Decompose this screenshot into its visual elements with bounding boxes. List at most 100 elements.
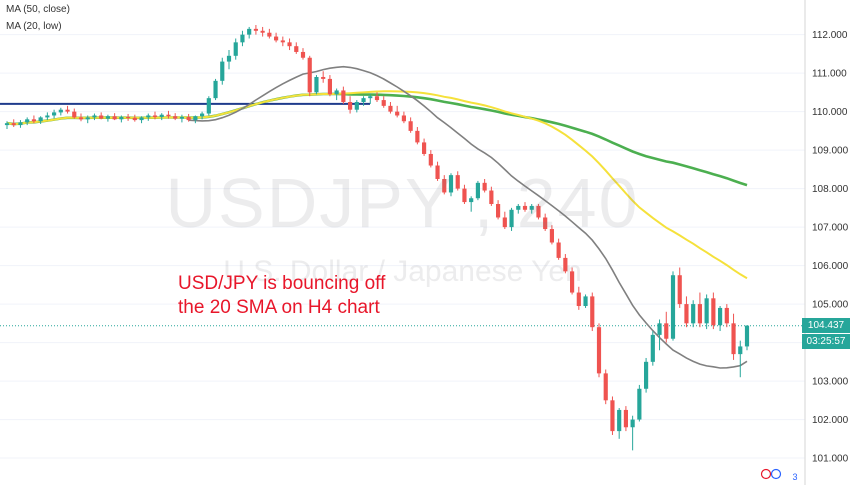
candle-body: [146, 115, 151, 118]
annotation-line-2: the 20 SMA on H4 chart: [178, 297, 380, 318]
candle-body: [529, 205, 534, 210]
candle-body: [112, 116, 117, 120]
candle-body: [173, 116, 178, 119]
candle-body: [4, 123, 10, 126]
candle-body: [314, 76, 319, 93]
annotation-line-1: USD/JPY is bouncing off: [178, 273, 386, 294]
candle-body: [576, 292, 581, 307]
candle-body: [186, 117, 191, 121]
y-tick-label: 107.000: [812, 223, 849, 234]
candle-body: [543, 217, 548, 230]
candle-body: [718, 307, 723, 326]
candle-body: [274, 36, 279, 41]
candle-body: [697, 304, 702, 324]
ma20-series-line: [188, 65, 748, 369]
candle-body: [549, 229, 554, 243]
candle-body: [260, 30, 265, 33]
candle-body: [374, 96, 380, 101]
logo-count: 3: [792, 472, 798, 482]
candle-body: [670, 275, 676, 339]
candle-body: [294, 46, 299, 52]
candle-countdown-badge: 03:25:57: [802, 333, 850, 349]
candle-body: [206, 98, 211, 114]
candle-body: [132, 117, 137, 121]
candle-body: [509, 209, 514, 228]
y-tick-label: 109.000: [812, 146, 849, 157]
candle-body: [603, 373, 608, 401]
candle-body: [200, 113, 205, 117]
candle-body: [731, 323, 736, 355]
candle-body: [637, 388, 642, 420]
candle-body: [630, 419, 635, 428]
candle-body: [664, 323, 669, 339]
candle-body: [435, 165, 440, 179]
candle-body: [99, 115, 104, 119]
y-tick-label: 110.000: [812, 107, 848, 118]
candle-body: [482, 182, 487, 191]
candle-body: [179, 117, 184, 119]
ma100-series-line: [6, 92, 748, 187]
candle-body: [240, 34, 245, 43]
candle-body: [287, 42, 292, 47]
candle-body: [408, 121, 413, 131]
candle-body: [711, 298, 716, 326]
candle-body: [300, 51, 306, 58]
candle-body: [657, 323, 662, 335]
candle-body: [623, 409, 628, 428]
candle-body: [724, 307, 729, 324]
candle-body: [307, 57, 312, 93]
candle-body: [152, 115, 158, 118]
candle-body: [462, 188, 467, 203]
candle-body: [139, 117, 144, 121]
y-tick-label: 105.000: [812, 300, 849, 311]
candle-body: [469, 198, 474, 203]
candle-body: [25, 119, 30, 123]
current-price-badge: 104.437: [802, 318, 850, 334]
legend-item-ma50[interactable]: MA (50, close): [6, 4, 70, 15]
candle-body: [58, 109, 63, 113]
tradingview-logo-icon[interactable]: 3: [760, 468, 804, 482]
candle-body: [348, 102, 353, 110]
candle-body: [280, 40, 285, 43]
candle-body: [536, 205, 541, 218]
candle-body: [617, 409, 622, 432]
candle-body: [220, 61, 225, 81]
candle-body: [247, 28, 252, 35]
candle-body: [18, 122, 23, 126]
candle-body: [381, 100, 386, 106]
candle-body: [489, 190, 494, 205]
candle-body: [704, 298, 709, 324]
candle-body: [496, 204, 501, 218]
candle-body: [233, 42, 238, 56]
candle-body: [267, 32, 272, 37]
candle-body: [38, 117, 43, 122]
y-tick-label: 101.000: [812, 454, 849, 465]
candle-body: [213, 80, 218, 99]
indicator-legend: MA (50, close) MA (20, low): [6, 1, 70, 35]
candle-body: [52, 112, 57, 116]
candle-body: [159, 114, 164, 118]
candle-body: [583, 296, 588, 307]
candles: [4, 25, 750, 451]
candle-body: [327, 78, 332, 95]
candle-body: [388, 105, 393, 112]
legend-item-ma20[interactable]: MA (20, low): [6, 21, 62, 32]
candle-body: [401, 115, 406, 122]
candle-body: [563, 257, 568, 272]
candle-body: [502, 217, 507, 228]
candle-body: [744, 325, 750, 347]
candle-body: [590, 296, 595, 328]
candle-body: [11, 123, 16, 126]
y-tick-label: 103.000: [812, 377, 849, 388]
candle-body: [422, 142, 427, 154]
candle-body: [442, 178, 447, 193]
candle-body: [193, 116, 198, 121]
candle-body: [119, 117, 124, 120]
candle-body: [85, 117, 90, 120]
candle-body: [596, 327, 602, 374]
price-axis: 112.000 111.000 110.000 109.000 108.000 107.0…: [812, 30, 849, 464]
candle-body: [334, 90, 339, 95]
candle-body: [610, 400, 615, 432]
candle-body: [361, 98, 366, 103]
